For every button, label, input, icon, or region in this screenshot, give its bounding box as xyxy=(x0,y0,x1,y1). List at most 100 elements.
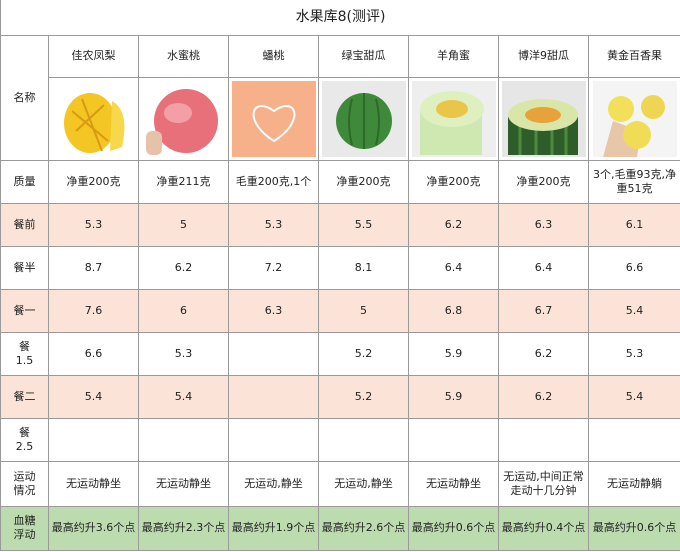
cell: 3个,毛重93克,净重51克 xyxy=(587,159,680,204)
fruit-image xyxy=(411,80,496,157)
cell: 5 xyxy=(138,202,229,247)
cell: 6.2 xyxy=(408,202,499,247)
row-label: 餐1.5 xyxy=(15,339,34,367)
cell: 5.4 xyxy=(138,374,229,419)
cell: 净重200克 xyxy=(498,159,589,204)
cell: 5.9 xyxy=(408,374,499,419)
data-row: 质量 净重200克 净重211克 毛重200克,1个 净重200克 净重200克 净重200… xyxy=(0,159,680,204)
fruit-image xyxy=(145,88,218,155)
data-row: 餐二 5.4 5.4 5.2 5.9 6.2 5.4 xyxy=(0,374,680,419)
cell: 6.4 xyxy=(498,245,589,290)
row-label: 血糖浮动 xyxy=(13,514,36,541)
cell: 6 xyxy=(138,288,229,333)
cell: 毛重200克,1个 xyxy=(228,159,319,204)
cell: 6.2 xyxy=(498,374,589,419)
row-label-cell: 餐一 xyxy=(0,288,49,333)
row-label-cell: 餐1.5 xyxy=(0,331,49,376)
fruit-image-cell xyxy=(498,76,589,161)
fruit-image-cell xyxy=(48,76,139,161)
cell: 6.2 xyxy=(498,331,589,376)
row-label: 名称 xyxy=(0,34,49,161)
row-label-cell: 运动情况 xyxy=(0,460,49,507)
cell: 最高约升1.9个点 xyxy=(228,505,319,551)
empty-cell xyxy=(228,331,319,376)
cell: 最高约升0.6个点 xyxy=(587,505,680,551)
cell: 5.9 xyxy=(408,331,499,376)
fruit-image xyxy=(321,80,406,157)
cell: 净重200克 xyxy=(48,159,139,204)
cell: 无运动,静坐 xyxy=(228,460,319,507)
cell: 6.6 xyxy=(587,245,680,290)
data-row: 餐2.5 xyxy=(0,417,680,462)
cell: 8.1 xyxy=(318,245,409,290)
cell: 6.3 xyxy=(228,288,319,333)
cell: 无运动,中间正常走动十几分钟 xyxy=(498,460,589,507)
fruit-name: 博洋9甜瓜 xyxy=(498,34,589,78)
data-row: 餐半 8.7 6.2 7.2 8.1 6.4 6.4 6.6 xyxy=(0,245,680,290)
cell: 净重200克 xyxy=(318,159,409,204)
cell: 最高约升3.6个点 xyxy=(48,505,139,551)
cell: 5.3 xyxy=(228,202,319,247)
data-row: 餐前 5.3 5 5.3 5.5 6.2 6.3 6.1 xyxy=(0,202,680,247)
empty-cell xyxy=(138,417,229,462)
cell: 5.3 xyxy=(138,331,229,376)
fruit-image xyxy=(63,92,124,153)
cell: 5.3 xyxy=(587,331,680,376)
fruit-image-cell xyxy=(228,76,319,161)
row-label: 餐2.5 xyxy=(15,425,34,453)
cell: 6.1 xyxy=(587,202,680,247)
table-title: 水果库8(测评) xyxy=(0,0,680,36)
empty-cell xyxy=(48,417,139,462)
fruit-image xyxy=(501,80,586,157)
row-label-cell: 餐2.5 xyxy=(0,417,49,462)
fruit-name: 蟠桃 xyxy=(228,34,319,78)
cell: 5.5 xyxy=(318,202,409,247)
cell: 5.4 xyxy=(587,288,680,333)
cell: 5.2 xyxy=(318,374,409,419)
cell: 6.4 xyxy=(408,245,499,290)
cell: 无运动静坐 xyxy=(138,460,229,507)
cell: 5 xyxy=(318,288,409,333)
fruit-image xyxy=(592,80,677,157)
fruit-image xyxy=(231,80,316,157)
cell: 7.6 xyxy=(48,288,139,333)
cell: 净重211克 xyxy=(138,159,229,204)
fruit-image-cell xyxy=(587,76,680,161)
row-label-cell: 血糖浮动 xyxy=(0,505,49,551)
row-label-cell: 餐二 xyxy=(0,374,49,419)
cell: 7.2 xyxy=(228,245,319,290)
cell: 无运动静躺 xyxy=(587,460,680,507)
row-label: 运动情况 xyxy=(13,469,36,497)
empty-cell xyxy=(228,417,319,462)
cell: 6.3 xyxy=(498,202,589,247)
cell: 5.2 xyxy=(318,331,409,376)
header-row: 名称 佳农凤梨 水蜜桃 蟠桃 绿宝甜瓜 羊角蜜 博洋9甜瓜 黄金百香果 xyxy=(0,34,680,161)
cell: 净重200克 xyxy=(408,159,499,204)
cell: 6.6 xyxy=(48,331,139,376)
fruit-name: 佳农凤梨 xyxy=(48,34,139,78)
fruit-image-cell xyxy=(408,76,499,161)
data-row: 运动情况 无运动静坐 无运动静坐 无运动,静坐 无运动,静坐 无运动静坐 无运动,中间正常走… xyxy=(0,460,680,507)
cell: 最高约升0.4个点 xyxy=(498,505,589,551)
row-label-cell: 餐前 xyxy=(0,202,49,247)
cell: 无运动,静坐 xyxy=(318,460,409,507)
cell: 最高约升2.3个点 xyxy=(138,505,229,551)
fruit-name: 羊角蜜 xyxy=(408,34,499,78)
cell: 8.7 xyxy=(48,245,139,290)
empty-cell xyxy=(587,417,680,462)
fruit-image-cell xyxy=(138,76,229,161)
cell: 5.4 xyxy=(48,374,139,419)
fruit-name: 水蜜桃 xyxy=(138,34,229,78)
image-row xyxy=(1,76,680,161)
cell: 无运动静坐 xyxy=(408,460,499,507)
cell: 5.4 xyxy=(587,374,680,419)
cell: 最高约升0.6个点 xyxy=(408,505,499,551)
empty-cell xyxy=(498,417,589,462)
empty-cell xyxy=(318,417,409,462)
fruit-image-cell xyxy=(318,76,409,161)
row-label-cell: 质量 xyxy=(0,159,49,204)
data-row: 餐1.5 6.6 5.3 5.2 5.9 6.2 5.3 xyxy=(0,331,680,376)
cell: 最高约升2.6个点 xyxy=(318,505,409,551)
